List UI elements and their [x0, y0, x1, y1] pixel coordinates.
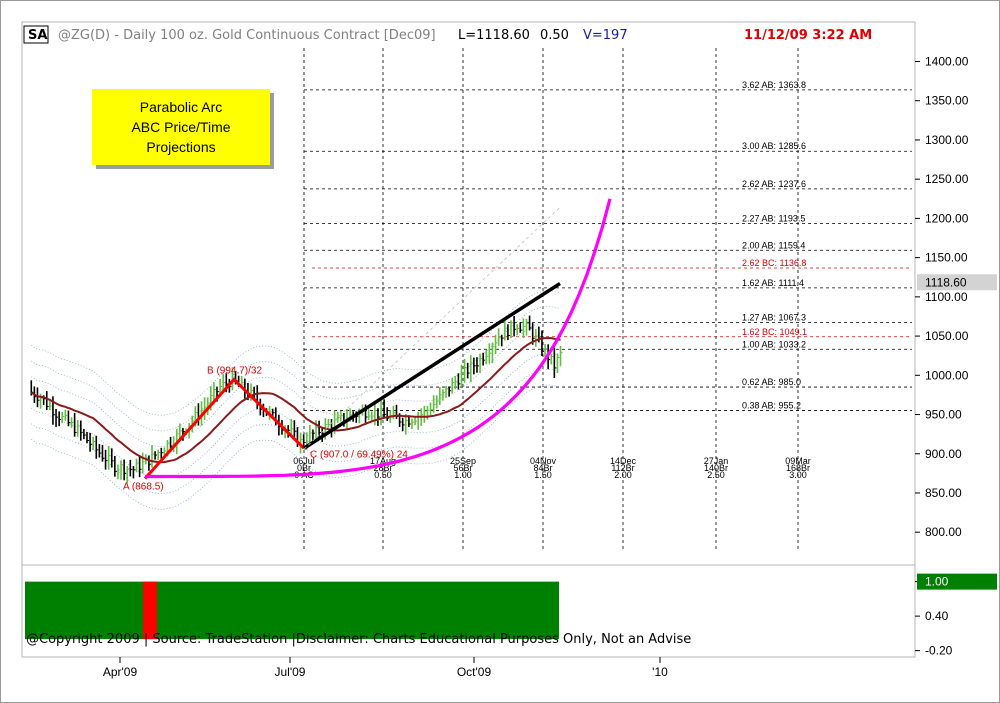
- indicator-tick-label: 0.40: [925, 609, 949, 623]
- time-projection-ratio: 1.50: [534, 470, 552, 480]
- price-tick-label: 950.00: [925, 408, 962, 422]
- price-projection-label: 1.62 BC: 1049.1: [742, 327, 807, 337]
- envelope-band: [31, 321, 561, 447]
- last-price-label: 1118.60: [925, 275, 967, 289]
- point-c-label: C (907.0 / 69.49%) 24: [310, 449, 408, 460]
- trend-line: [303, 282, 561, 450]
- parabolic-arc: [145, 198, 612, 479]
- price-change: 0.50: [540, 28, 569, 43]
- price-projection-label: 2.62 AB: 1237.6: [742, 179, 806, 189]
- envelope-band: [31, 384, 561, 510]
- last-price-marker: [917, 274, 997, 291]
- indicator-alert-bar: [143, 581, 157, 640]
- price-tick-label: 1200.00: [925, 211, 969, 225]
- price-tick-label: 850.00: [925, 486, 962, 500]
- time-projection-bars: 28Br: [373, 463, 392, 473]
- time-projection-date: 14Dec: [610, 456, 637, 466]
- price-projection-label: 1.27 AB: 1067.3: [742, 313, 806, 323]
- envelope-band: [31, 290, 561, 416]
- indicator-value-marker: [917, 573, 997, 590]
- price-projection-label: 0.38 AB: 955.2: [742, 400, 801, 410]
- indicator-pane: 0.40 -0.20 1.00: [25, 573, 997, 658]
- copyright-notice: @Copyright 2009 | Source: TradeStation |…: [26, 632, 692, 647]
- price-tick-label: 1400.00: [925, 55, 969, 69]
- price-projection-label: 3.00 AB: 1285.6: [742, 141, 806, 151]
- time-projection-ratio: 2.50: [707, 470, 725, 480]
- volume: V=197: [583, 28, 628, 43]
- last-price: L=1118.60: [458, 28, 530, 43]
- abc-swing: [143, 377, 306, 480]
- time-projection-bars: 168Br: [786, 463, 810, 473]
- chart-title: @ZG(D) - Daily 100 oz. Gold Continuous C…: [58, 28, 436, 43]
- indicator-value-label: 1.00: [925, 575, 949, 589]
- time-projection-bars: 140Br: [704, 463, 728, 473]
- price-tick-label: 1100.00: [925, 290, 968, 304]
- symbol-badge[interactable]: [23, 25, 49, 44]
- time-axis: Apr'09 Jul'09 Oct'09 '10: [103, 657, 668, 679]
- time-projection-ratio: 1.00: [454, 470, 472, 480]
- symbol-badge-text: SA: [28, 28, 47, 43]
- time-projection-bars: 56Br: [453, 463, 472, 473]
- time-tick-label: Apr'09: [103, 665, 138, 679]
- projection-lines: 3.62 AB: 1363.8 3.00 AB: 1285.6 2.62 AB: 1…: [304, 80, 912, 411]
- time-projection-date: 17Aug: [370, 456, 396, 466]
- price-tick-label: 1350.00: [925, 94, 969, 108]
- time-projection-ratio: 2.00: [614, 470, 632, 480]
- time-projection-date: 27Jan: [704, 456, 729, 466]
- callout-line-1: Parabolic Arc: [139, 99, 223, 115]
- price-projection-label: 2.62 BC: 1136.8: [742, 258, 806, 268]
- price-axis: 1400.00 1350.00 1300.00 1250.00 1200.00 1150.…: [915, 55, 997, 539]
- envelope-band: [31, 353, 561, 479]
- drawings: A (868.5) B (994.7)/32 C (907.0 / 69.49%) …: [123, 198, 612, 492]
- time-projection-bars: 0Br: [297, 463, 311, 473]
- price-projection-label: 2.00 AB: 1159.4: [742, 240, 805, 250]
- datetime: 11/12/09 3:22 AM: [744, 28, 872, 43]
- price-projection-label: 1.62 AB: 1111.4: [742, 278, 804, 288]
- time-tick-label: Jul'09: [275, 665, 306, 679]
- time-projection-bars: 112Br: [611, 463, 634, 473]
- price-tick-label: 1150.00: [925, 251, 968, 265]
- time-projection-date: 25Sep: [450, 456, 476, 466]
- indicator-tick-label: -0.20: [925, 644, 953, 658]
- envelope-band: [31, 306, 561, 432]
- price-projection-label: 1.00 AB: 1033.2: [742, 339, 806, 349]
- price-tick-label: 800.00: [925, 525, 962, 539]
- price-projection-label: 0.62 AB: 985.0: [742, 377, 801, 387]
- moving-average: [30, 337, 561, 464]
- point-a-label: A (868.5): [123, 481, 164, 492]
- time-projection-bars: 84Br: [533, 463, 552, 473]
- time-projection-date: 06Jul: [293, 456, 315, 466]
- time-tick-label: Oct'09: [457, 665, 492, 679]
- price-tick-label: 1000.00: [925, 368, 969, 382]
- price-tick-label: 1050.00: [925, 329, 969, 343]
- callout-box: Parabolic Arc ABC Price/Time Projections: [92, 89, 270, 165]
- channel-line: [303, 206, 561, 450]
- callout-line-3: Projections: [146, 139, 216, 155]
- envelope-bands: [31, 290, 561, 510]
- moving-average-line: [30, 337, 561, 464]
- price-tick-label: 1300.00: [925, 133, 969, 147]
- time-projection-ratio: 3.00: [789, 470, 807, 480]
- price-tick-label: 1250.00: [925, 172, 969, 186]
- price-projection-label: 2.27 AB: 1193.5: [742, 213, 805, 223]
- time-tick-label: '10: [652, 665, 668, 679]
- envelope-band: [31, 368, 561, 495]
- callout-line-2: ABC Price/Time: [131, 119, 231, 135]
- point-b-label: B (994.7)/32: [207, 365, 262, 376]
- price-projection-label: 3.62 AB: 1363.8: [742, 80, 806, 90]
- indicator-block: [25, 581, 559, 640]
- price-tick-label: 900.00: [925, 447, 962, 461]
- time-projection-ratio: 0.50: [374, 470, 392, 480]
- time-projection-date: 09Mar: [785, 456, 811, 466]
- time-projection-date: 04Nov: [530, 456, 557, 466]
